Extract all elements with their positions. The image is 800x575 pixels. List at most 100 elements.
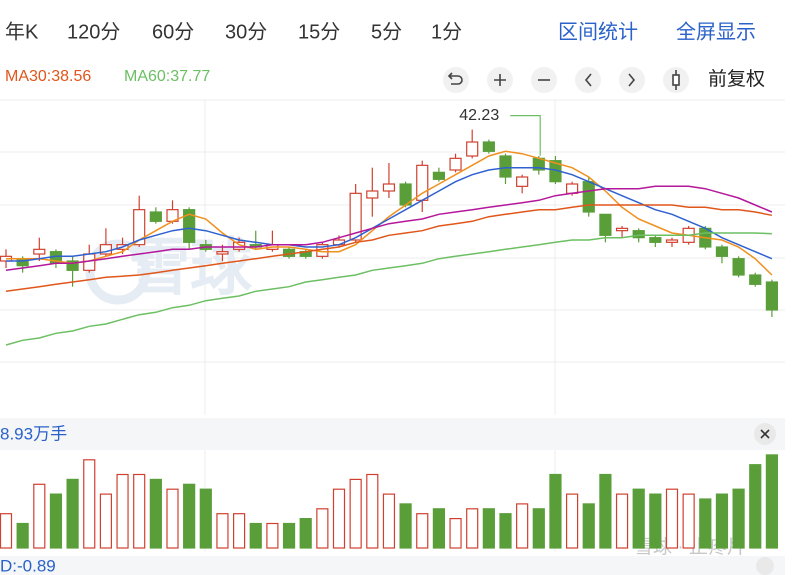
candle-body (466, 141, 479, 157)
volume-bar (532, 508, 545, 549)
volume-bar (16, 522, 29, 549)
volume-bar (449, 517, 462, 549)
toolbar (443, 67, 689, 93)
volume-bar (715, 493, 729, 549)
volume-bar (682, 493, 695, 549)
volume-bar (366, 473, 379, 549)
tab[interactable]: 120分 (67, 20, 120, 43)
candle-body (499, 155, 512, 178)
zoom-out-button[interactable] (531, 67, 557, 93)
volume-bar (199, 488, 212, 549)
candle-body (765, 281, 779, 311)
candle-body (149, 211, 162, 222)
volume-bar (765, 454, 779, 549)
volume-bar (549, 473, 562, 549)
annotation-leader (510, 115, 541, 156)
indicator-header (0, 556, 785, 575)
candle-body (183, 209, 196, 243)
candle-body (665, 239, 679, 243)
volume-bar (432, 508, 445, 549)
high-annotation: 42.23 (459, 107, 499, 124)
candle-body (366, 190, 379, 199)
tab[interactable]: 60分 (152, 20, 194, 43)
volume-label: 8.93万手 (0, 424, 67, 443)
reset-button[interactable] (443, 67, 469, 93)
candle-body (66, 260, 79, 271)
legend-entry: MA30:38.56 (5, 68, 91, 85)
candle-body (732, 258, 745, 276)
tab[interactable]: 15分 (298, 20, 340, 43)
volume-bar (99, 493, 113, 549)
volume-bar (83, 459, 96, 549)
candle-body (632, 230, 645, 239)
volume-bar (632, 488, 645, 549)
zoom-in-button[interactable] (487, 67, 513, 93)
tab[interactable]: 30分 (225, 20, 267, 43)
volume-bar (482, 508, 495, 549)
candle-body (599, 213, 612, 236)
action-button[interactable]: 区间统计 (558, 20, 638, 43)
candle-body (216, 251, 229, 255)
volume-bar (416, 513, 429, 549)
volume-bar (582, 503, 595, 549)
adjust-toggle[interactable]: 前复权 (708, 68, 765, 90)
volume-bar (649, 493, 662, 549)
volume-bar (233, 513, 246, 549)
close-button[interactable] (754, 423, 776, 445)
candle-body (382, 183, 396, 192)
candle-type-button[interactable] (663, 67, 689, 93)
volume-bar (183, 483, 196, 549)
volume-bar (133, 473, 146, 549)
volume-bar (299, 517, 312, 549)
volume-bar (116, 473, 129, 549)
candle-body (615, 227, 629, 232)
candle-body (449, 157, 462, 171)
volume-bar (282, 522, 296, 549)
tab[interactable]: 年K (5, 20, 39, 43)
volume-bar (599, 473, 612, 549)
candle-body (482, 141, 495, 152)
ma-line (5, 232, 772, 346)
candle-body (516, 176, 529, 187)
volume-header (0, 418, 785, 450)
volume-bar (249, 522, 262, 549)
volume-bar (266, 522, 279, 549)
volume-bar (382, 493, 396, 549)
action-button[interactable]: 全屏显示 (676, 20, 756, 43)
volume-bar (33, 483, 46, 549)
volume-bar (332, 488, 346, 549)
volume-bar (615, 493, 629, 549)
ma-line (5, 185, 773, 272)
candle-body (582, 181, 595, 213)
candle-body (349, 192, 362, 241)
tab[interactable]: 5分 (371, 20, 402, 43)
ma-line (5, 204, 773, 293)
volume-bar (216, 513, 229, 549)
grid (0, 99, 785, 552)
prev-button[interactable] (575, 67, 601, 93)
volume-bar (316, 508, 329, 549)
volume-bar (166, 488, 179, 549)
volume-bar (149, 478, 162, 549)
legend-entry: MA60:37.77 (124, 68, 210, 85)
candle-body (99, 244, 113, 255)
candle-body (749, 274, 762, 285)
volume-bar (399, 503, 412, 549)
watermark-logo (85, 239, 151, 305)
candle-body (432, 171, 445, 180)
volume-bar (499, 513, 512, 549)
volume-bar (565, 493, 579, 549)
tab[interactable]: 1分 (431, 20, 462, 43)
candle-body (33, 248, 46, 255)
candle-body (715, 246, 729, 257)
volume-bar (0, 513, 13, 549)
next-button[interactable] (619, 67, 645, 93)
close-button[interactable] (756, 557, 774, 575)
volume-bar (466, 508, 479, 549)
volume-bar (732, 488, 745, 549)
volume-bar (349, 478, 362, 549)
ma-line (6, 150, 773, 276)
volume-bar (665, 488, 679, 549)
volume-bar (516, 503, 529, 549)
